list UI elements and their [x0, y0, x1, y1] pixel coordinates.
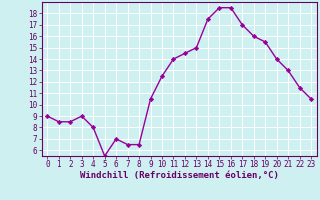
X-axis label: Windchill (Refroidissement éolien,°C): Windchill (Refroidissement éolien,°C) — [80, 171, 279, 180]
